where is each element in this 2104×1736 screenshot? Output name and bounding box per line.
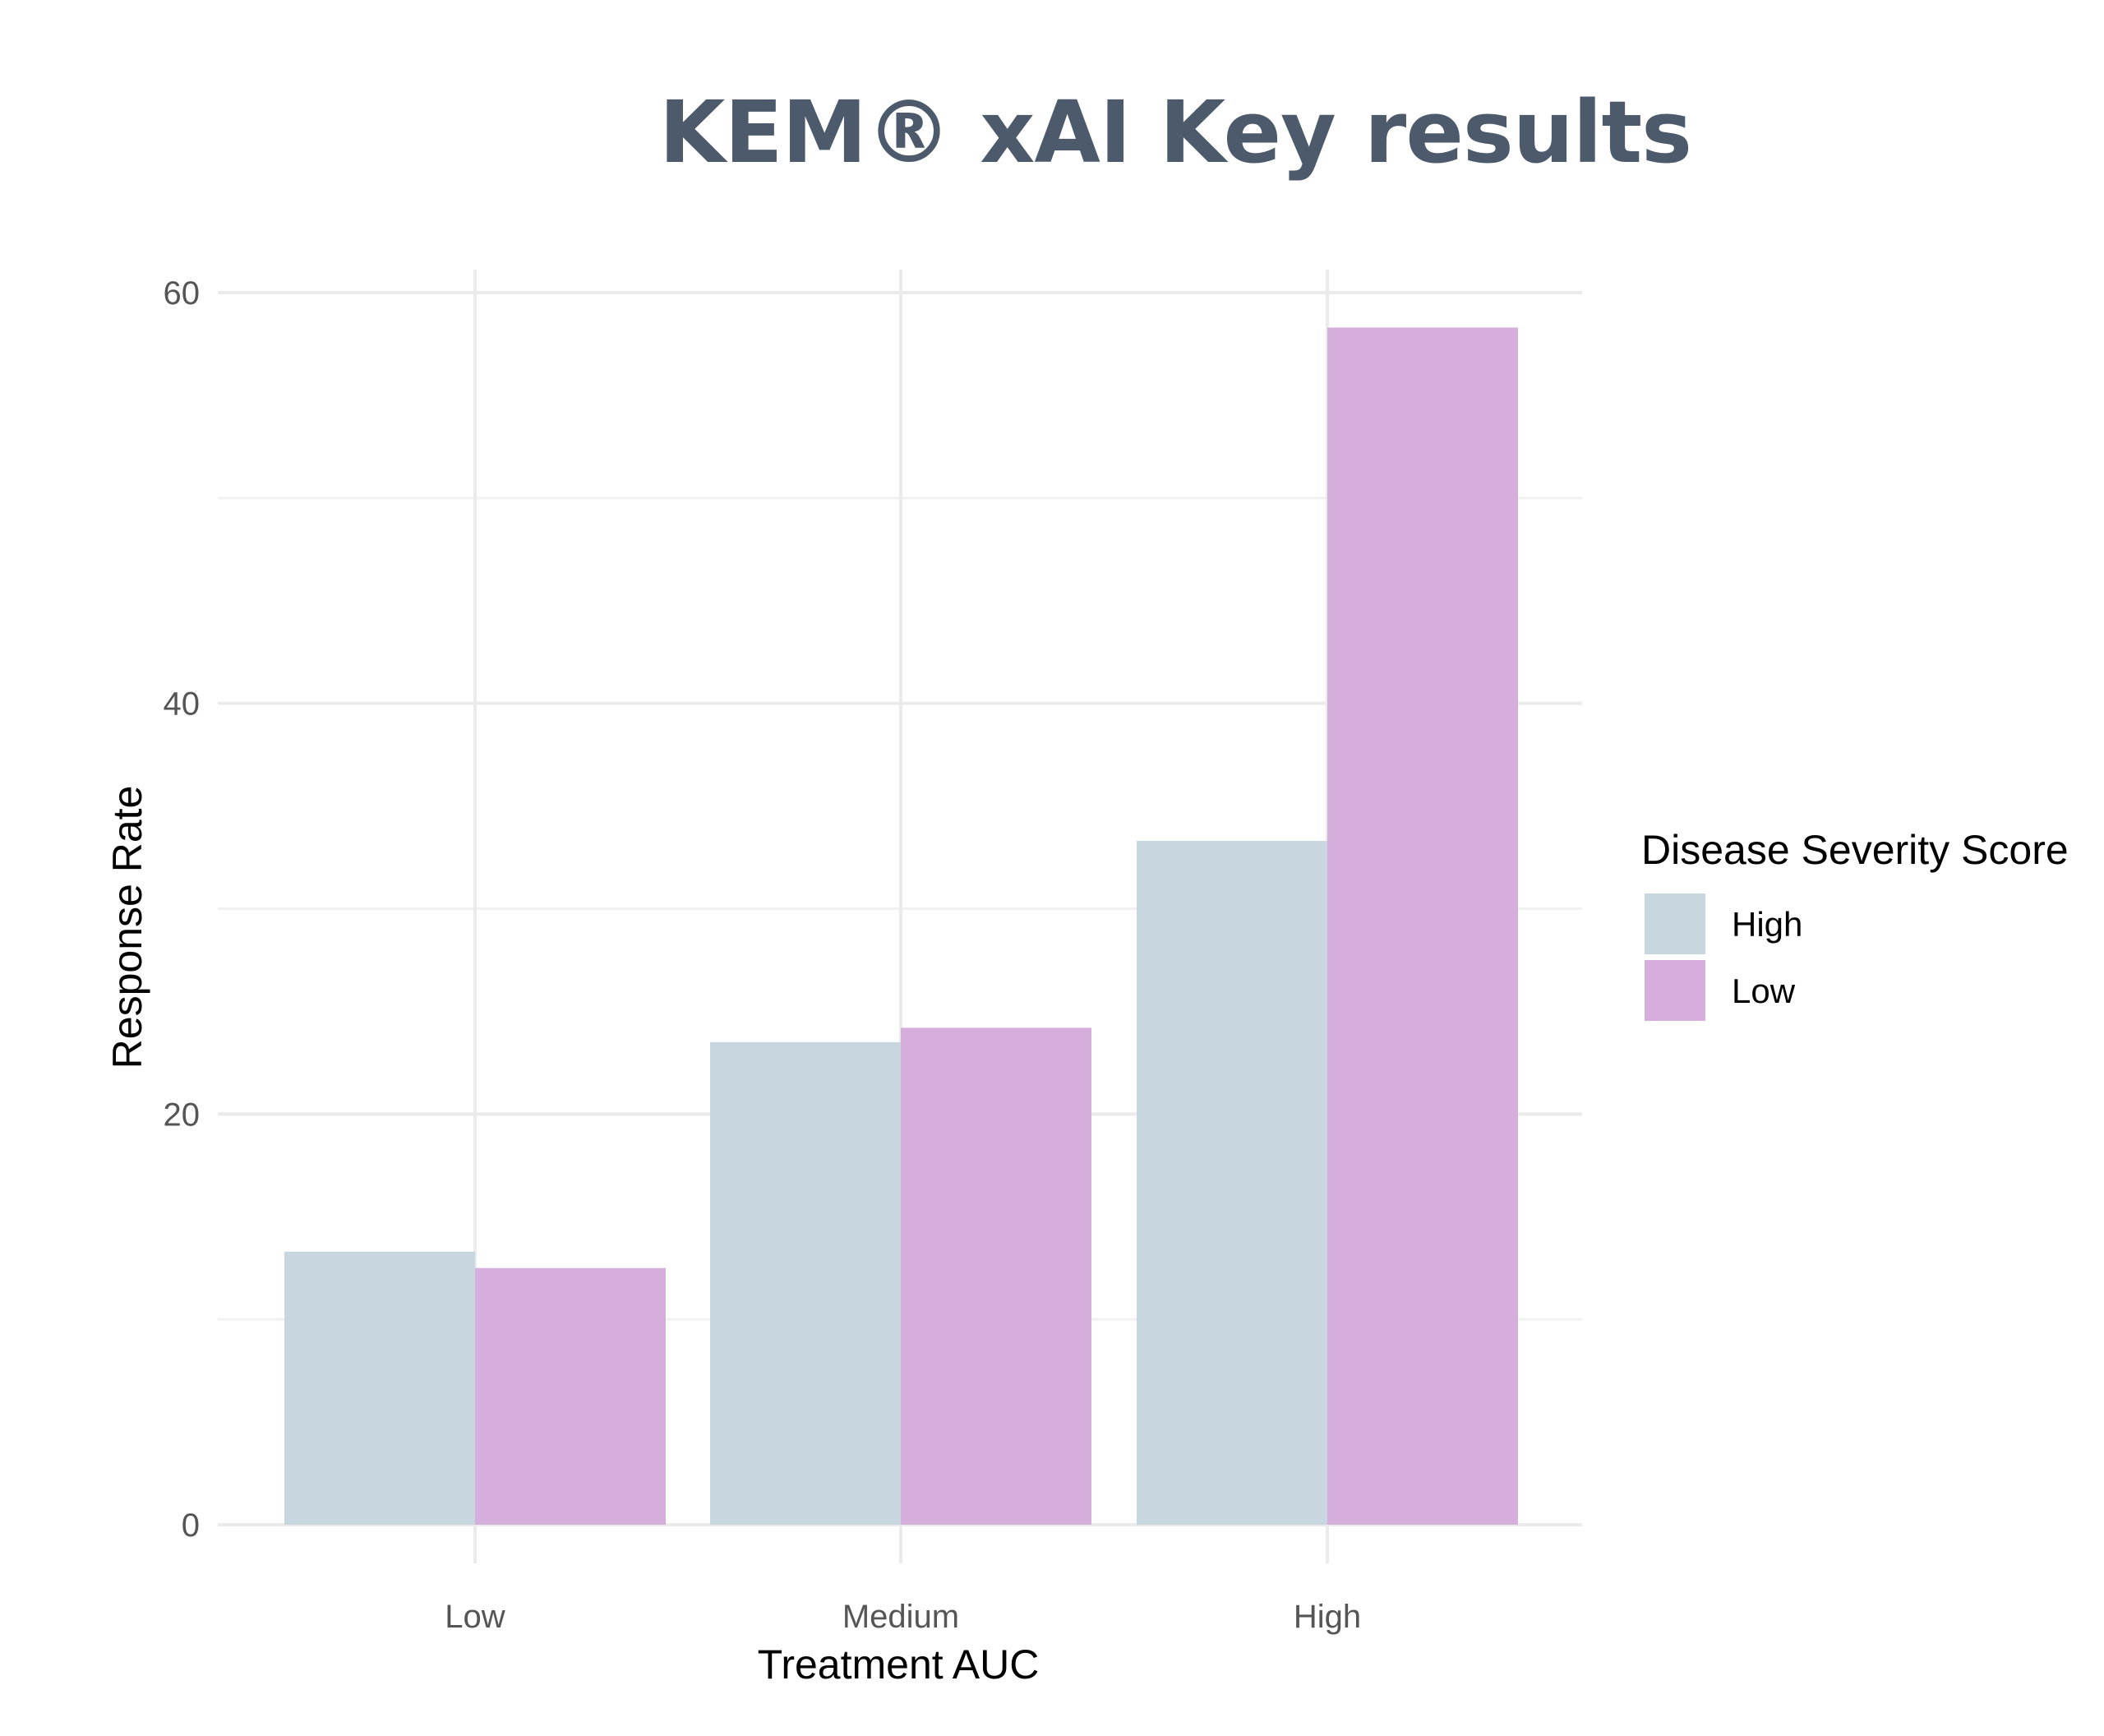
chart-title: KEM® xAI Key results (658, 82, 1692, 182)
bar-high-high (1137, 841, 1327, 1525)
bar-low-low (475, 1267, 666, 1525)
legend-swatch-high (1645, 893, 1705, 954)
legend: Disease Severity Score High Low (1641, 827, 2069, 1021)
x-tick-label: Medium (842, 1599, 959, 1635)
x-tick-labels: Low Medium High (445, 1599, 1361, 1635)
legend-swatch-low (1645, 960, 1705, 1021)
y-tick-labels: 0 20 40 60 (164, 275, 201, 1544)
x-tick-label: High (1294, 1599, 1361, 1635)
bar-low-high (1327, 327, 1518, 1525)
x-tick-label: Low (445, 1599, 505, 1635)
bars (284, 327, 1518, 1525)
bar-high-low (284, 1251, 475, 1525)
y-axis-title: Response Rate (104, 786, 150, 1069)
y-tick-label: 20 (164, 1097, 201, 1133)
legend-label-low: Low (1732, 972, 1796, 1010)
x-axis-title: Treatment AUC (758, 1641, 1040, 1688)
y-tick-label: 60 (164, 275, 201, 312)
legend-label-high: High (1732, 905, 1802, 944)
bar-low-medium (901, 1027, 1091, 1525)
legend-title: Disease Severity Score (1641, 827, 2069, 873)
bar-high-medium (710, 1041, 901, 1525)
y-tick-label: 0 (182, 1507, 200, 1544)
y-tick-label: 40 (164, 686, 201, 723)
